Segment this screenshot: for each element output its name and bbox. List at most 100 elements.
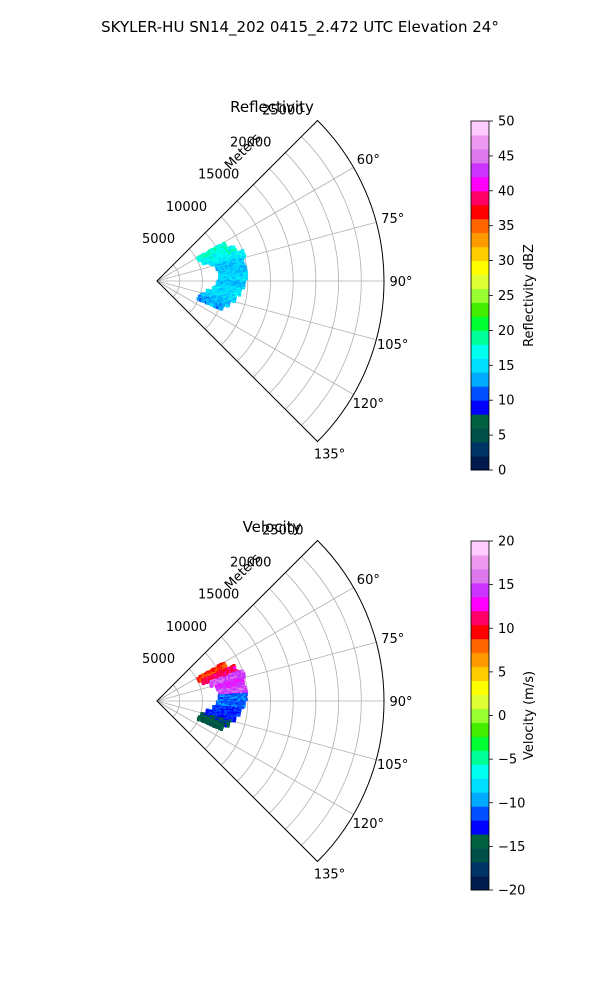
radar-gate [237, 287, 242, 291]
radar-gate [220, 708, 224, 712]
radar-gate [230, 719, 234, 723]
radar-gate [225, 249, 229, 253]
radar-gate [222, 674, 226, 678]
radar-gate [231, 271, 235, 276]
radar-gate [197, 679, 201, 683]
colorbar-tick-label: 10 [498, 622, 515, 637]
colorbar-segment [471, 274, 489, 290]
radar-gate [233, 278, 237, 282]
radar-gate [225, 253, 229, 257]
radar-gate [244, 690, 249, 694]
radar-gate [218, 711, 223, 715]
radar-gate [212, 705, 216, 709]
colorbar-tick-label: 10 [498, 394, 515, 409]
colorbar-segment [471, 778, 489, 793]
colorbar-segment [471, 358, 489, 373]
colorbar-segment [471, 372, 489, 387]
radar-gate [226, 304, 230, 308]
colorbar-segment [471, 834, 489, 849]
radar-gate [213, 295, 217, 299]
radar-gate [240, 273, 244, 278]
colorbar-segment [471, 414, 489, 429]
radar-gate [229, 276, 233, 280]
radar-gate [225, 706, 229, 710]
colorbar-segment [471, 820, 489, 835]
colorbar-tick-label: 45 [498, 149, 515, 164]
radar-gate [217, 251, 221, 255]
radar-gate [225, 275, 229, 279]
colorbar-tick-label: −10 [498, 796, 525, 811]
radar-gate [232, 269, 236, 273]
azimuth-spoke [156, 587, 354, 702]
radar-gate [229, 292, 233, 297]
azimuth-tick-label: 105° [377, 338, 408, 353]
radar-gate [242, 698, 247, 702]
radar-gate [240, 681, 244, 685]
radar-gate [223, 257, 227, 261]
radar-gate [238, 688, 242, 693]
reflectivity-range-tick-labels: 5000 10000 15000 20000 25000 [142, 103, 304, 246]
radar-gate [237, 683, 242, 687]
colorbar-segment [471, 246, 489, 262]
colorbar-segment [471, 554, 489, 570]
azimuth-spoke [156, 221, 377, 282]
azimuth-tick-label: 105° [377, 758, 408, 773]
azimuth-tick-label: 120° [353, 397, 384, 412]
colorbar-tick-label: 20 [498, 324, 515, 339]
azimuth-spoke [156, 700, 377, 761]
colorbar-segment [471, 134, 489, 150]
radar-gate [210, 723, 214, 727]
radar-gate [212, 724, 217, 728]
radar-gate [212, 258, 216, 262]
radar-gate [239, 253, 244, 257]
colorbar-segment [471, 330, 489, 345]
radar-gate [242, 255, 246, 259]
range-tick-label: 10000 [166, 200, 207, 215]
radar-gate [232, 275, 236, 279]
reflectivity-grid [156, 136, 384, 426]
radar-gate [209, 673, 213, 677]
colorbar-tick-label: 5 [498, 429, 506, 444]
radar-gate [224, 273, 229, 277]
radar-gate [220, 662, 224, 666]
azimuth-tick-label: 90° [390, 695, 413, 710]
radar-gate [237, 293, 242, 297]
colorbar-segment [471, 218, 489, 234]
radar-gate [237, 261, 242, 265]
colorbar-tick-label: 15 [498, 578, 515, 593]
radar-gate [236, 277, 240, 281]
colorbar-tick-label: −20 [498, 884, 525, 899]
radar-gate [219, 727, 223, 732]
reflectivity-title: Reflectivity [230, 98, 314, 116]
colorbar-segment [471, 848, 489, 863]
colorbar-segment [471, 428, 489, 443]
azimuth-spoke [156, 700, 354, 815]
radar-gate [206, 680, 211, 684]
velocity-colorbar-label: Velocity (m/s) [522, 671, 537, 760]
radar-gate [239, 706, 243, 710]
radar-gate [220, 304, 225, 308]
colorbar-segment [471, 806, 489, 821]
radar-gate [221, 698, 225, 702]
colorbar-segment [471, 582, 489, 598]
range-tick-label: 5000 [142, 652, 175, 667]
radar-gate [215, 725, 219, 729]
radar-gate [209, 684, 214, 688]
radar-gate [207, 301, 211, 306]
radar-gate [210, 292, 214, 297]
reflectivity-azimuth-tick-labels: 60° 75° 90° 105° 120° 135° [314, 153, 413, 463]
radar-gate [226, 724, 230, 728]
radar-gate [228, 696, 232, 700]
radar-gate [213, 681, 217, 685]
colorbar-segment [471, 638, 489, 654]
radar-gate [220, 272, 224, 276]
radar-gate [201, 262, 206, 266]
radar-gate [214, 298, 218, 302]
colorbar-segment [471, 876, 489, 891]
radar-gate [219, 307, 224, 311]
radar-gate [224, 724, 228, 728]
colorbar-segment [471, 232, 489, 248]
range-tick-label: 20000 [230, 556, 271, 571]
radar-gate [241, 696, 245, 700]
